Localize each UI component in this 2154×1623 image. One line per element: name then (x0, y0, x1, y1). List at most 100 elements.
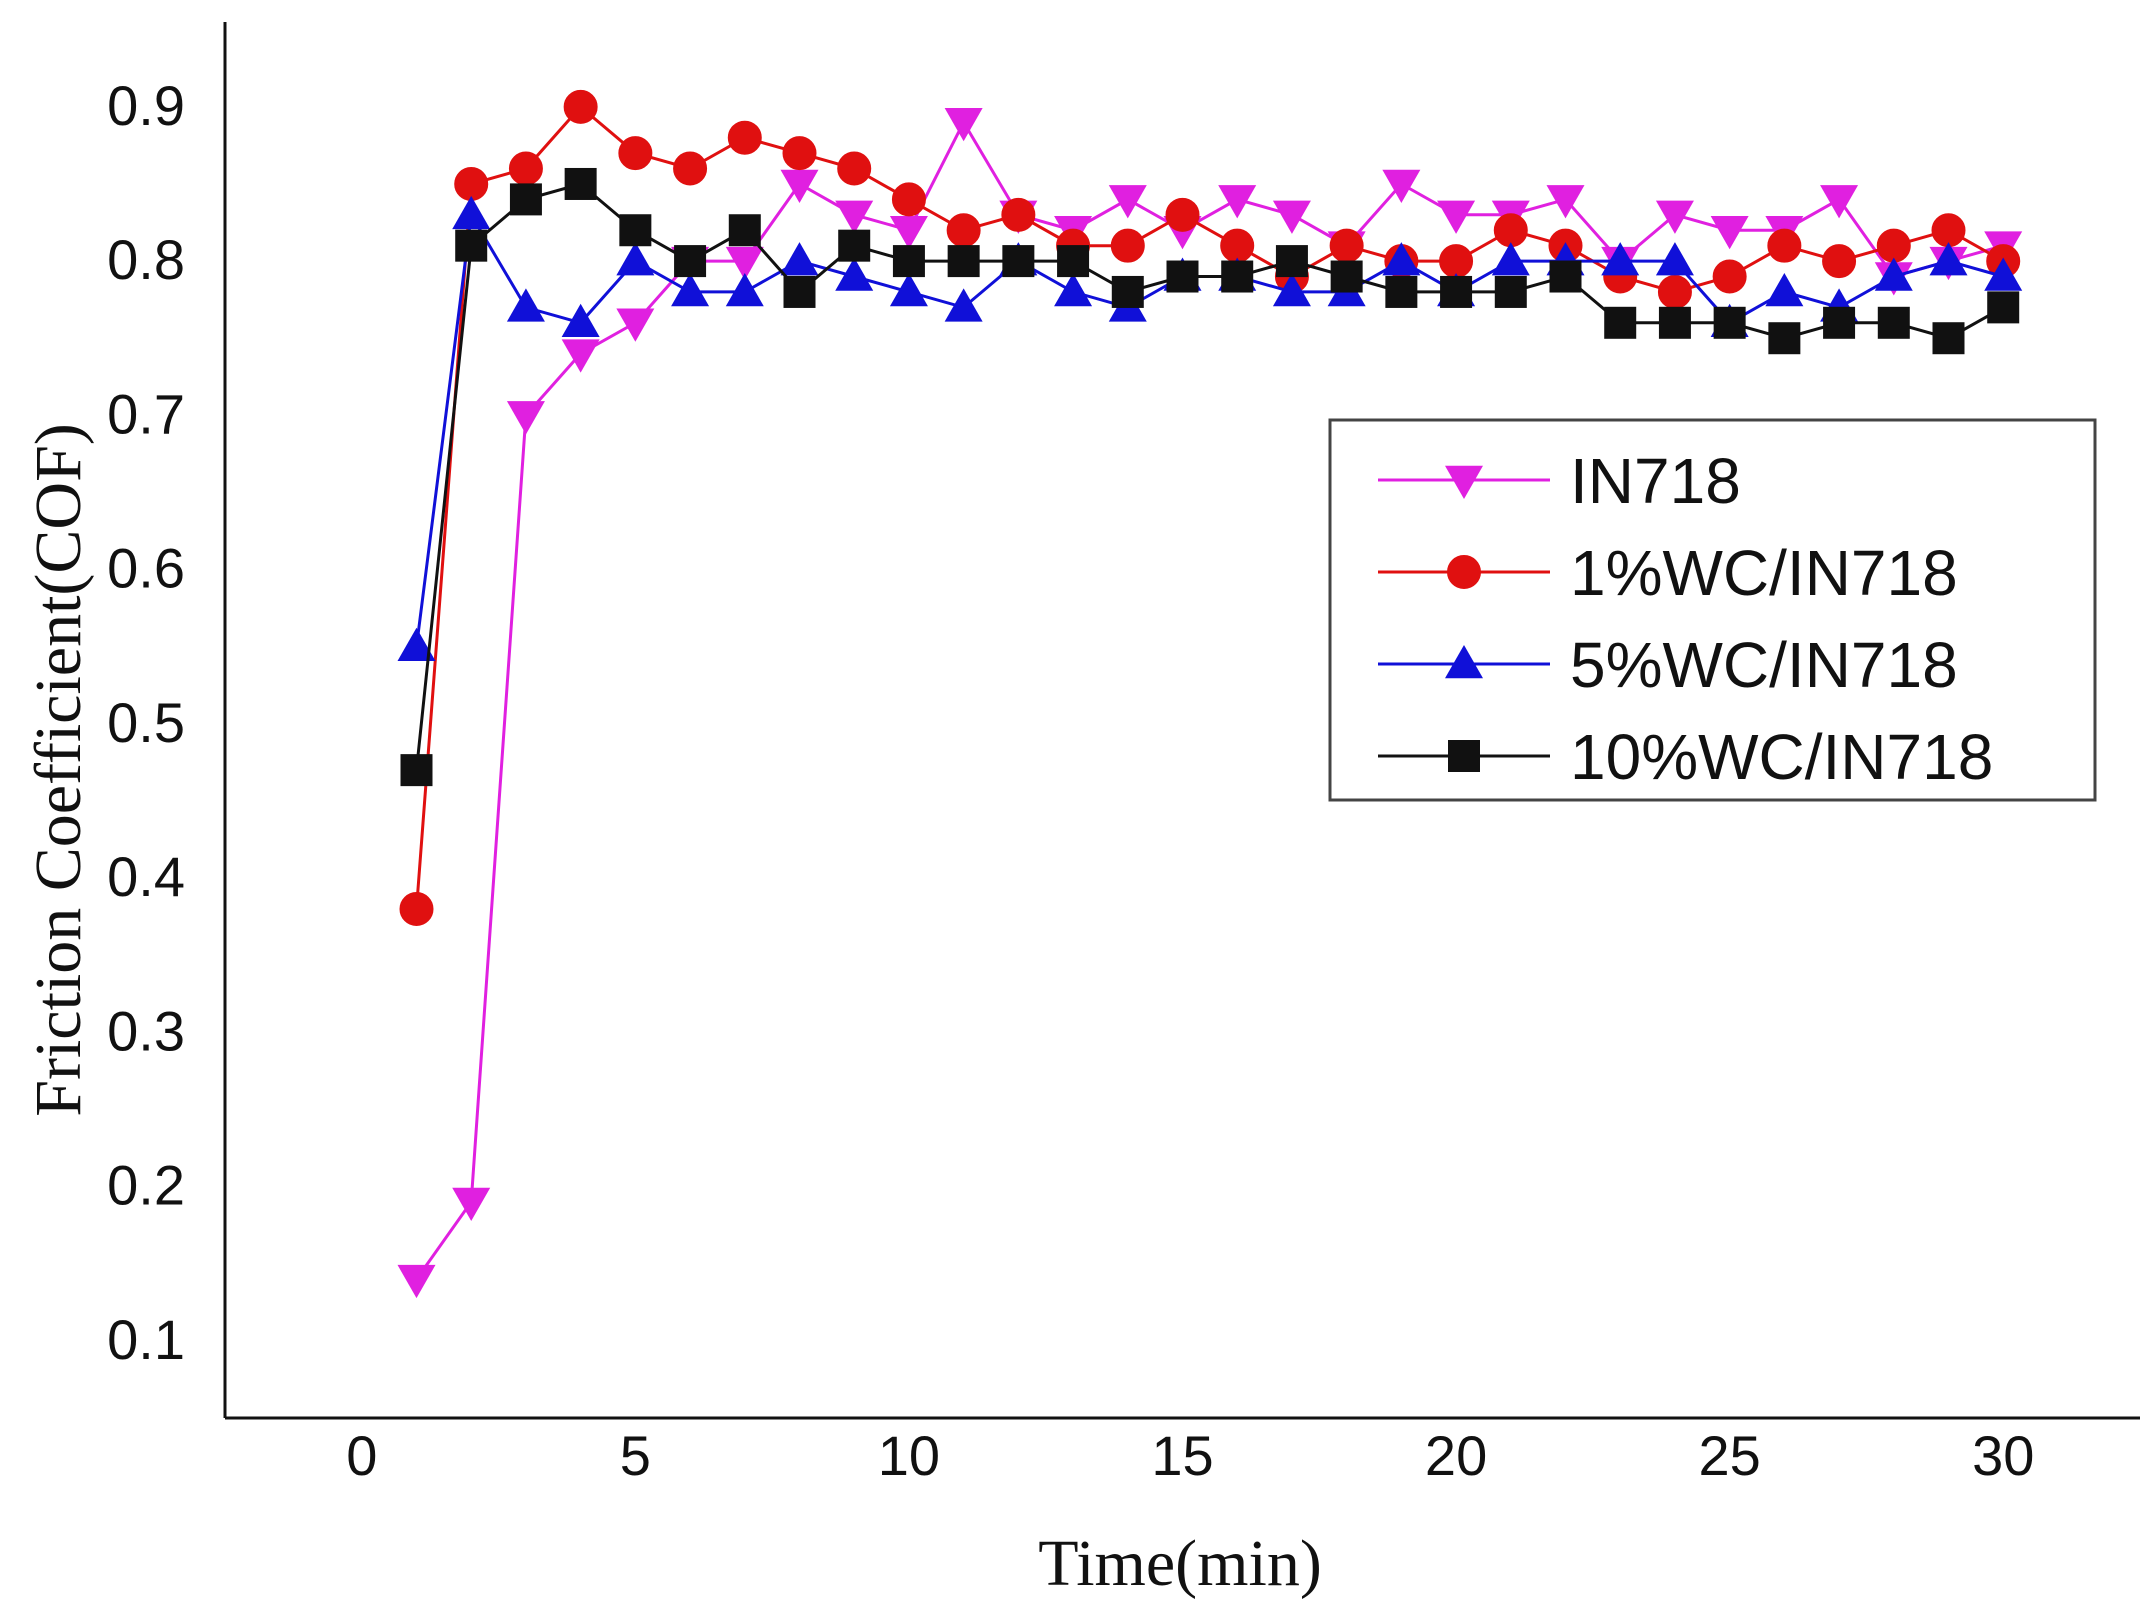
data-point (783, 275, 816, 308)
data-point (892, 245, 925, 278)
data-point (674, 245, 707, 278)
data-point (725, 246, 764, 281)
data-point (671, 272, 710, 307)
data-point (835, 257, 874, 291)
data-point (1768, 322, 1801, 355)
data-point (452, 195, 491, 230)
data-point (1440, 275, 1473, 308)
data-point (1385, 275, 1418, 308)
legend-entry: 5%WC/IN718 (1378, 629, 1958, 701)
legend-label: 1%WC/IN718 (1570, 537, 1958, 609)
y-tick-label: 0.8 (107, 228, 185, 291)
data-point (1329, 228, 1364, 263)
data-point (564, 167, 597, 200)
data-point (673, 151, 708, 186)
data-point (452, 1187, 491, 1222)
data-point (1713, 306, 1746, 339)
data-point (1657, 274, 1692, 309)
legend-marker (1447, 555, 1481, 589)
data-point (1221, 260, 1254, 293)
y-tick-label: 0.7 (107, 382, 185, 445)
data-point (397, 1264, 436, 1299)
x-tick-label: 0 (346, 1424, 377, 1487)
data-point (1272, 272, 1311, 307)
legend-marker (1448, 740, 1480, 772)
data-point (1822, 244, 1857, 279)
data-point (1765, 272, 1804, 307)
data-point (1655, 200, 1694, 234)
data-point (1437, 200, 1476, 234)
data-point (1220, 228, 1255, 263)
y-tick-label: 0.1 (107, 1308, 185, 1371)
data-point (1655, 242, 1694, 276)
data-point (1001, 197, 1036, 232)
data-point (1931, 213, 1966, 248)
data-point (400, 754, 433, 787)
data-point (1604, 306, 1637, 339)
data-point (1108, 185, 1147, 219)
legend-label: IN718 (1570, 445, 1741, 517)
legend-entry: IN718 (1378, 445, 1741, 517)
legend-label: 5%WC/IN718 (1570, 629, 1958, 701)
legend-label: 10%WC/IN718 (1570, 721, 1993, 793)
data-point (1439, 244, 1474, 279)
data-point (1491, 242, 1530, 276)
data-point (1494, 275, 1527, 308)
data-point (1054, 272, 1093, 307)
data-point (891, 182, 926, 217)
data-point (889, 272, 928, 307)
data-point (1877, 306, 1910, 339)
data-point (1382, 242, 1421, 276)
data-point (1876, 228, 1911, 263)
data-point (1820, 185, 1859, 219)
data-point (397, 627, 436, 661)
data-point (838, 229, 871, 262)
data-point (944, 288, 983, 322)
data-point (1874, 257, 1913, 291)
data-point (889, 215, 928, 250)
data-point (1218, 185, 1257, 219)
data-point (455, 229, 488, 262)
y-tick-label: 0.2 (107, 1154, 185, 1217)
data-point (1987, 291, 2020, 324)
data-series (397, 89, 2023, 1299)
data-point (944, 108, 983, 142)
series-10-wc-in718 (400, 167, 2020, 787)
data-point (1493, 213, 1528, 248)
data-point (563, 89, 598, 124)
data-point (1275, 245, 1308, 278)
data-point (508, 151, 543, 186)
data-point (727, 120, 762, 155)
data-point (1984, 257, 2023, 291)
x-tick-label: 25 (1698, 1424, 1760, 1487)
data-point (780, 242, 819, 276)
data-point (616, 308, 655, 342)
x-tick-label: 10 (878, 1424, 940, 1487)
data-point (1710, 215, 1749, 250)
legend-entry: 10%WC/IN718 (1378, 721, 1993, 793)
data-point (728, 214, 761, 247)
y-tick-label: 0.9 (107, 74, 185, 137)
x-tick-label: 5 (620, 1424, 651, 1487)
x-tick-label: 30 (1972, 1424, 2034, 1487)
x-tick-label: 15 (1151, 1424, 1213, 1487)
data-point (782, 136, 817, 171)
data-point (619, 214, 652, 247)
data-point (618, 136, 653, 171)
data-point (616, 242, 655, 276)
data-point (1110, 228, 1145, 263)
y-tick-label: 0.5 (107, 691, 185, 754)
data-point (947, 245, 980, 278)
data-point (1166, 260, 1199, 293)
data-point (1546, 185, 1585, 219)
data-point (561, 339, 600, 373)
data-point (1712, 259, 1747, 294)
data-point (1111, 275, 1144, 308)
y-axis-title: Friction Coefficient(COF) (22, 423, 95, 1117)
data-point (454, 166, 489, 201)
x-axis-title: Time(min) (1038, 1527, 1322, 1600)
data-point (837, 151, 872, 186)
data-point (1165, 197, 1200, 232)
data-point (780, 169, 819, 203)
